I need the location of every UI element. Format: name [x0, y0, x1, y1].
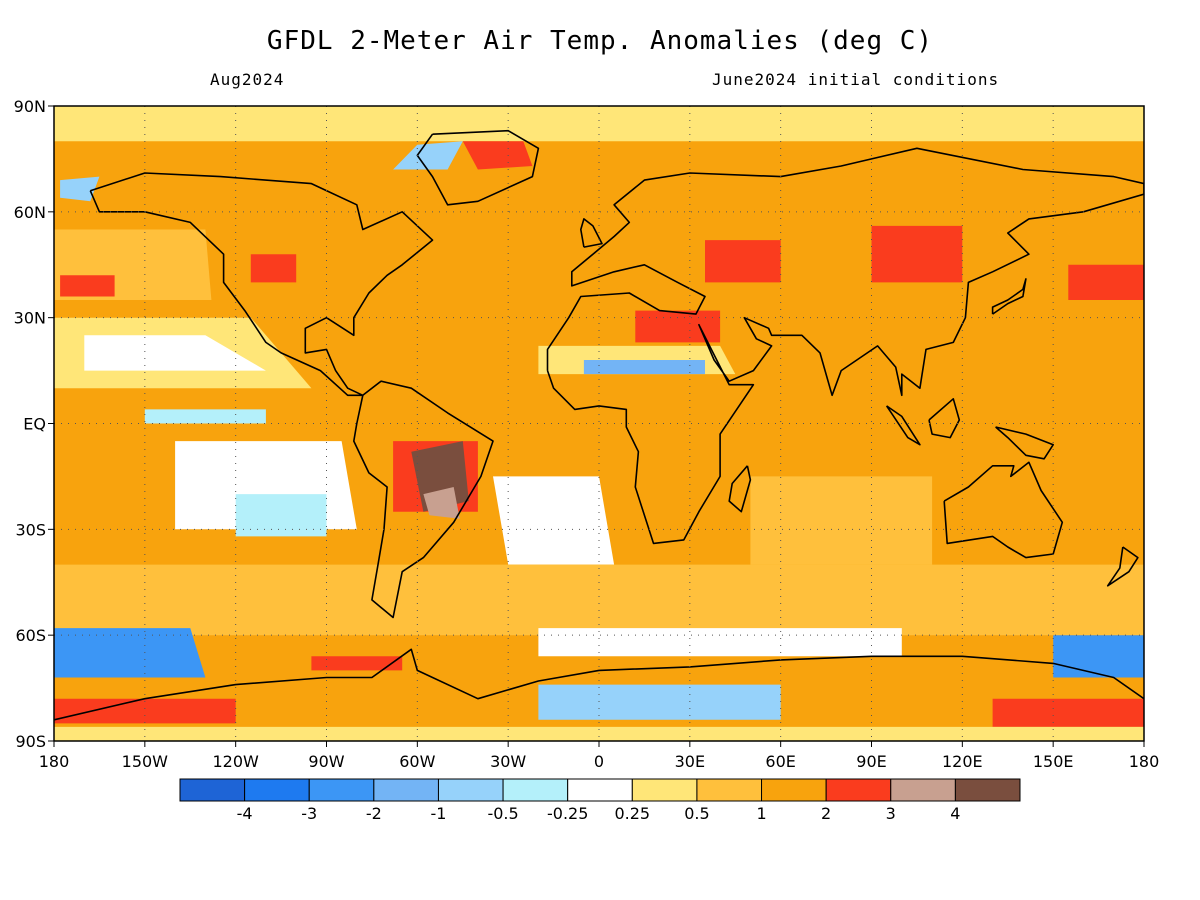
- region-arctic-canada-blue: [393, 141, 463, 170]
- coast-new-guinea: [995, 426, 1054, 460]
- region-us-red: [250, 254, 297, 283]
- latitude-axis: 90N 60N 30N EQ 30S 60S 90S: [14, 97, 54, 751]
- lat-tick-label: 90S: [15, 732, 46, 751]
- colorbar-label: 1: [756, 804, 766, 823]
- colorbar-swatch: [373, 778, 439, 802]
- coast-south-america: [352, 380, 494, 619]
- lon-tick-label: 90W: [308, 752, 344, 771]
- region-south-pac-red: [311, 656, 403, 671]
- region-antarctic-red-west: [54, 698, 236, 724]
- region-spac-blue: [235, 494, 327, 537]
- lon-tick-label: 60E: [765, 752, 795, 771]
- forecast-month-label: Aug2024: [210, 70, 285, 89]
- colorbar-label: -2: [366, 804, 382, 823]
- colorbar-label: 3: [886, 804, 896, 823]
- colorbar-label: -4: [237, 804, 253, 823]
- lon-tick-label: 150W: [122, 752, 169, 771]
- region-east-pac-white: [84, 335, 266, 371]
- coast-australia: [943, 461, 1064, 559]
- longitude-axis: 180 150W 120W 90W 60W 30W 0 30E 60E 90E 120E 150E 18…: [39, 741, 1160, 771]
- coast-north-america: [89, 172, 434, 397]
- region-satl-white: [493, 476, 615, 565]
- lon-tick-label: 180: [39, 752, 70, 771]
- lon-tick-label: 30E: [675, 752, 705, 771]
- region-antarctic-pale-blue: [538, 684, 781, 720]
- lon-tick-label: 30W: [490, 752, 526, 771]
- region-arctic-pale-band: [54, 106, 1144, 142]
- lon-tick-label: 180: [1129, 752, 1160, 771]
- map-title: GFDL 2-Meter Air Temp. Anomalies (deg C): [266, 26, 934, 56]
- colorbar-swatch: [502, 778, 569, 802]
- coast-new-zealand: [1106, 546, 1139, 587]
- anomaly-shading: [54, 106, 1144, 741]
- colorbar-label: 0.25: [614, 804, 650, 823]
- colorbar-swatch: [890, 778, 956, 802]
- colorbar-swatch: [954, 778, 1021, 802]
- initial-conditions-label: June2024 initial conditions: [712, 70, 1000, 89]
- region-egypt-red: [635, 310, 721, 343]
- coast-antarctica: [54, 648, 1144, 721]
- region-antarctic-red-east: [992, 698, 1144, 727]
- lat-tick-label: 90N: [14, 97, 46, 116]
- lon-tick-label: 90E: [856, 752, 886, 771]
- region-southern-white: [538, 628, 902, 657]
- lon-tick-label: 150E: [1033, 752, 1074, 771]
- colorbar-label: -0.5: [487, 804, 518, 823]
- region-south-pac-blue: [54, 628, 206, 678]
- colorbar-swatch: [179, 778, 246, 802]
- region-greenland-warm: [462, 141, 533, 170]
- region-amazon-tan: [423, 487, 460, 519]
- colorbar-swatch: [567, 778, 633, 802]
- colorbar-label: 2: [821, 804, 831, 823]
- region-alaska-blue: [60, 176, 100, 202]
- region-ross-blue: [1053, 635, 1144, 678]
- coast-japan: [991, 278, 1027, 315]
- lat-tick-label: EQ: [23, 415, 46, 434]
- lat-tick-label: 60S: [15, 626, 46, 645]
- coast-uk: [579, 218, 603, 248]
- region-indian-pale: [750, 476, 933, 565]
- colorbar: -4 -3 -2 -1 -0.5 -0.25 0.25 0.5 1 2 3 4: [179, 778, 1021, 823]
- coast-greenland: [416, 129, 540, 206]
- lat-tick-label: 60N: [14, 203, 46, 222]
- lon-tick-label: 120E: [942, 752, 983, 771]
- coast-africa-eurasia: [546, 147, 1144, 545]
- colorbar-swatch: [631, 778, 698, 802]
- colorbar-swatch: [308, 778, 375, 802]
- coast-borneo: [928, 397, 961, 439]
- lon-tick-label: 120W: [212, 752, 259, 771]
- lat-tick-label: 30N: [14, 309, 46, 328]
- region-central-pac-blue: [144, 409, 266, 424]
- colorbar-swatch: [696, 778, 763, 802]
- gridlines: [54, 106, 1144, 741]
- colorbar-label: 0.5: [684, 804, 709, 823]
- colorbar-label: -1: [430, 804, 446, 823]
- colorbar-label: -3: [301, 804, 317, 823]
- region-npac-red: [60, 275, 115, 297]
- colorbar-label: -0.25: [547, 804, 588, 823]
- coastlines: [54, 129, 1144, 721]
- coast-sumatra: [885, 405, 921, 446]
- lon-tick-label: 60W: [399, 752, 435, 771]
- colorbar-swatch: [244, 778, 310, 802]
- colorbar-swatch: [825, 778, 892, 802]
- colorbar-swatch: [437, 778, 504, 802]
- region-siberia-red: [871, 225, 963, 283]
- region-antarctic-pale-band: [54, 726, 1144, 741]
- region-wpac-red: [1068, 264, 1144, 300]
- colorbar-label: 4: [950, 804, 960, 823]
- lon-tick-label: 0: [594, 752, 604, 771]
- region-mideast-red: [705, 240, 781, 283]
- coast-madagascar: [728, 465, 752, 513]
- lat-tick-label: 30S: [15, 520, 46, 539]
- colorbar-swatch: [761, 778, 827, 802]
- region-sahel-blue: [583, 360, 705, 375]
